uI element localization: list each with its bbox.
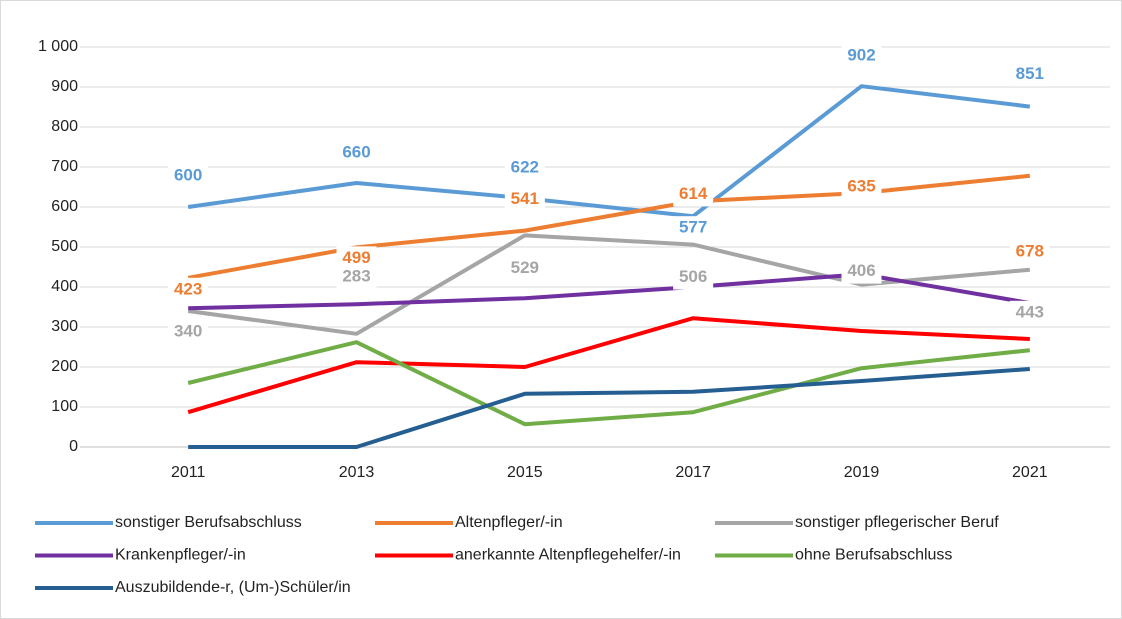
data-label: 902	[847, 46, 875, 65]
data-label: 443	[1016, 302, 1044, 321]
data-label: 614	[679, 184, 708, 203]
x-tick-label: 2013	[339, 464, 375, 481]
data-label-bg	[1009, 62, 1050, 87]
y-tick-label: 1 000	[38, 38, 78, 55]
y-tick-label: 700	[51, 158, 78, 175]
data-label-bg	[1009, 300, 1050, 325]
data-label-bg	[504, 156, 545, 181]
data-label: 678	[1016, 241, 1044, 260]
data-label-bg	[336, 264, 377, 289]
series-line	[187, 233, 1031, 336]
data-label: 541	[511, 189, 539, 208]
data-label: 499	[342, 248, 370, 267]
data-label: 600	[174, 165, 202, 184]
y-tick-label: 600	[51, 198, 78, 215]
data-label-bg	[841, 44, 882, 69]
data-label: 851	[1016, 64, 1044, 83]
y-tick-label: 400	[51, 278, 78, 295]
data-label-bg	[673, 216, 714, 241]
series-line	[187, 173, 1031, 280]
data-label: 283	[342, 266, 370, 285]
data-label: 340	[174, 321, 202, 340]
data-label-bg	[504, 256, 545, 281]
labels: 600 660 622 577 902 851 423 499 541 614 635 678 340 2…	[168, 44, 1050, 344]
y-tick-label: 300	[51, 318, 78, 335]
data-label: 406	[847, 261, 875, 280]
data-label-bg	[336, 141, 377, 165]
data-label-bg	[841, 175, 882, 199]
lines	[187, 84, 1031, 449]
data-label: 660	[342, 142, 370, 161]
legend-label: Auszubildende-r, (Um-)Schüler/in	[115, 579, 351, 596]
legend-label: sonstiger Berufsabschluss	[115, 514, 302, 531]
legend-label: Altenpfleger/-in	[455, 514, 563, 531]
x-tick-label: 2015	[507, 464, 543, 481]
data-label-bg	[673, 265, 714, 290]
data-label-bg	[168, 277, 209, 302]
legend-label: sonstiger pflegerischer Beruf	[795, 514, 999, 531]
y-tick-label: 500	[51, 238, 78, 255]
data-label: 577	[679, 218, 707, 237]
legend: sonstiger Berufsabschluss Altenpfleger/-i…	[35, 514, 999, 596]
data-label: 529	[511, 258, 539, 277]
legend-label: Krankenpfleger/-in	[115, 547, 246, 564]
series-line	[188, 367, 1030, 449]
x-tick-label: 2019	[844, 464, 880, 481]
data-label: 423	[174, 279, 202, 298]
data-label: 622	[511, 158, 539, 177]
data-label-bg	[168, 320, 209, 344]
data-label-bg	[1009, 239, 1050, 264]
y-tick-label: 100	[51, 398, 78, 415]
x-tick-label: 2021	[1012, 464, 1048, 481]
data-label: 635	[847, 176, 875, 195]
y-tick-label: 900	[51, 78, 78, 95]
series-line	[187, 316, 1030, 415]
series-line	[187, 340, 1031, 427]
y-tick-label: 200	[51, 358, 78, 375]
data-label-bg	[168, 164, 209, 188]
x-tick-label: 2017	[675, 464, 711, 481]
data-label-bg	[504, 187, 545, 212]
legend-label: anerkannte Altenpflegehelfer/-in	[455, 547, 681, 564]
y-tick-label: 0	[69, 438, 78, 455]
series-line	[187, 84, 1031, 219]
y-tick-label: 800	[51, 118, 78, 135]
data-label-bg	[673, 182, 714, 207]
series-line	[188, 272, 1031, 311]
data-label: 506	[679, 267, 707, 286]
x-tick-label: 2011	[171, 464, 206, 481]
data-label-bg	[841, 259, 882, 284]
legend-label: ohne Berufsabschluss	[795, 547, 952, 564]
